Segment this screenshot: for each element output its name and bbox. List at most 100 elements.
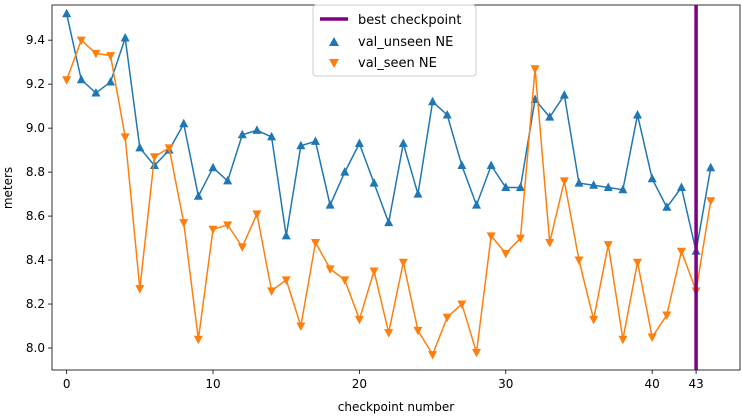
series-0-point bbox=[545, 112, 555, 121]
series-1-point bbox=[486, 232, 496, 241]
series-1-point bbox=[530, 65, 540, 74]
series-1-point bbox=[310, 238, 320, 248]
series-1-point bbox=[91, 49, 101, 59]
legend-box bbox=[312, 4, 477, 77]
series-1-point bbox=[574, 256, 584, 266]
y-axis-label: meters bbox=[1, 167, 15, 209]
series-1-point bbox=[325, 265, 335, 274]
series-1-point bbox=[442, 313, 452, 323]
series-1-point bbox=[706, 197, 716, 206]
x-axis-label: checkpoint number bbox=[338, 400, 454, 414]
legend-val-seen-marker bbox=[329, 59, 339, 68]
series-1-point bbox=[149, 153, 159, 162]
legend-val-unseen-label: val_unseen NE bbox=[358, 35, 453, 50]
series-1-point bbox=[589, 315, 599, 325]
x-tick-label: 40 bbox=[645, 377, 660, 391]
legend-val-seen-label: val_seen NE bbox=[358, 56, 437, 71]
series-0-point bbox=[413, 189, 423, 198]
series-0-point bbox=[603, 182, 613, 191]
series-0-point bbox=[310, 136, 320, 145]
series-1-point bbox=[135, 285, 145, 294]
series-0-point bbox=[120, 32, 130, 42]
series-0-point bbox=[559, 90, 569, 99]
series-0-point bbox=[428, 96, 438, 106]
y-tick-label: 8.2 bbox=[26, 297, 45, 311]
series-0-point bbox=[442, 109, 452, 119]
series-0-point bbox=[354, 138, 364, 148]
series-1-point bbox=[252, 210, 262, 219]
series-layer bbox=[62, 8, 716, 360]
series-0-point bbox=[369, 178, 379, 187]
series-0-point bbox=[706, 162, 716, 172]
series-0-point bbox=[662, 202, 672, 211]
y-tick-label: 8.4 bbox=[26, 253, 45, 267]
series-0-point bbox=[515, 182, 525, 191]
series-1-point bbox=[545, 238, 555, 248]
series-1-point bbox=[501, 249, 511, 259]
series-1-point bbox=[340, 276, 350, 285]
series-1-point bbox=[413, 326, 423, 336]
y-tick-label: 9.0 bbox=[26, 121, 45, 135]
series-0-point bbox=[398, 138, 408, 148]
series-0-point bbox=[223, 175, 233, 185]
x-axis-ticks: 0 10 20 30 40 43 bbox=[63, 370, 704, 391]
series-0-point bbox=[76, 74, 86, 84]
series-0-point bbox=[296, 140, 306, 150]
series-0-point bbox=[647, 173, 657, 183]
series-1-point bbox=[62, 76, 72, 85]
series-0-point bbox=[325, 200, 335, 209]
series-1-point bbox=[428, 351, 438, 360]
legend-best-checkpoint-label: best checkpoint bbox=[358, 13, 461, 28]
series-1-point bbox=[457, 300, 467, 310]
series-1-point bbox=[398, 258, 408, 268]
series-0-point bbox=[589, 180, 599, 189]
series-1-point bbox=[281, 276, 291, 285]
series-1-point bbox=[223, 221, 233, 230]
series-1-point bbox=[647, 333, 657, 343]
series-1-point bbox=[354, 315, 364, 325]
series-1-point bbox=[237, 243, 247, 252]
series-0-point bbox=[208, 162, 218, 172]
series-0-point bbox=[633, 109, 643, 119]
series-1-point bbox=[384, 329, 394, 338]
series-1-point bbox=[676, 247, 686, 257]
series-0-point bbox=[676, 182, 686, 191]
series-0-point bbox=[384, 217, 394, 227]
y-axis-ticks: 8.0 8.2 8.4 8.6 8.8 9.0 9.2 9.4 bbox=[26, 33, 52, 355]
x-tick-label: 0 bbox=[63, 377, 71, 391]
series-0-point bbox=[574, 178, 584, 187]
series-1-point bbox=[603, 241, 613, 250]
series-1-point bbox=[179, 219, 189, 228]
series-0-point bbox=[281, 230, 291, 240]
series-1-point bbox=[296, 322, 306, 332]
series-0-point bbox=[149, 160, 159, 170]
series-0-point bbox=[486, 160, 496, 170]
series-0-point bbox=[135, 142, 145, 152]
series-1-point bbox=[76, 36, 86, 46]
series-1-point bbox=[193, 335, 203, 345]
series-0-point bbox=[267, 131, 277, 141]
legend: best checkpoint val_unseen NE val_seen N… bbox=[312, 4, 477, 77]
series-1-point bbox=[106, 52, 116, 61]
y-tick-label: 8.6 bbox=[26, 209, 45, 223]
series-0-point bbox=[106, 76, 116, 86]
series-0-point bbox=[237, 129, 247, 139]
x-tick-label: 20 bbox=[352, 377, 367, 391]
series-1-point bbox=[369, 267, 379, 277]
series-1-point bbox=[559, 177, 569, 186]
series-0-point bbox=[501, 182, 511, 191]
series-0-point bbox=[618, 184, 628, 194]
x-tick-label: 10 bbox=[205, 377, 220, 391]
legend-val-unseen-marker bbox=[329, 37, 339, 46]
series-1-point bbox=[662, 311, 672, 321]
series-0-point bbox=[193, 191, 203, 200]
series-0-point bbox=[457, 160, 467, 170]
series-0-point bbox=[340, 167, 350, 176]
series-1-point bbox=[618, 335, 628, 345]
series-1-point bbox=[633, 258, 643, 268]
series-0-point bbox=[62, 8, 72, 18]
series-0-point bbox=[472, 200, 482, 209]
series-0-point bbox=[179, 118, 189, 128]
x-tick-label: 30 bbox=[498, 377, 513, 391]
y-tick-label: 8.0 bbox=[26, 341, 45, 355]
